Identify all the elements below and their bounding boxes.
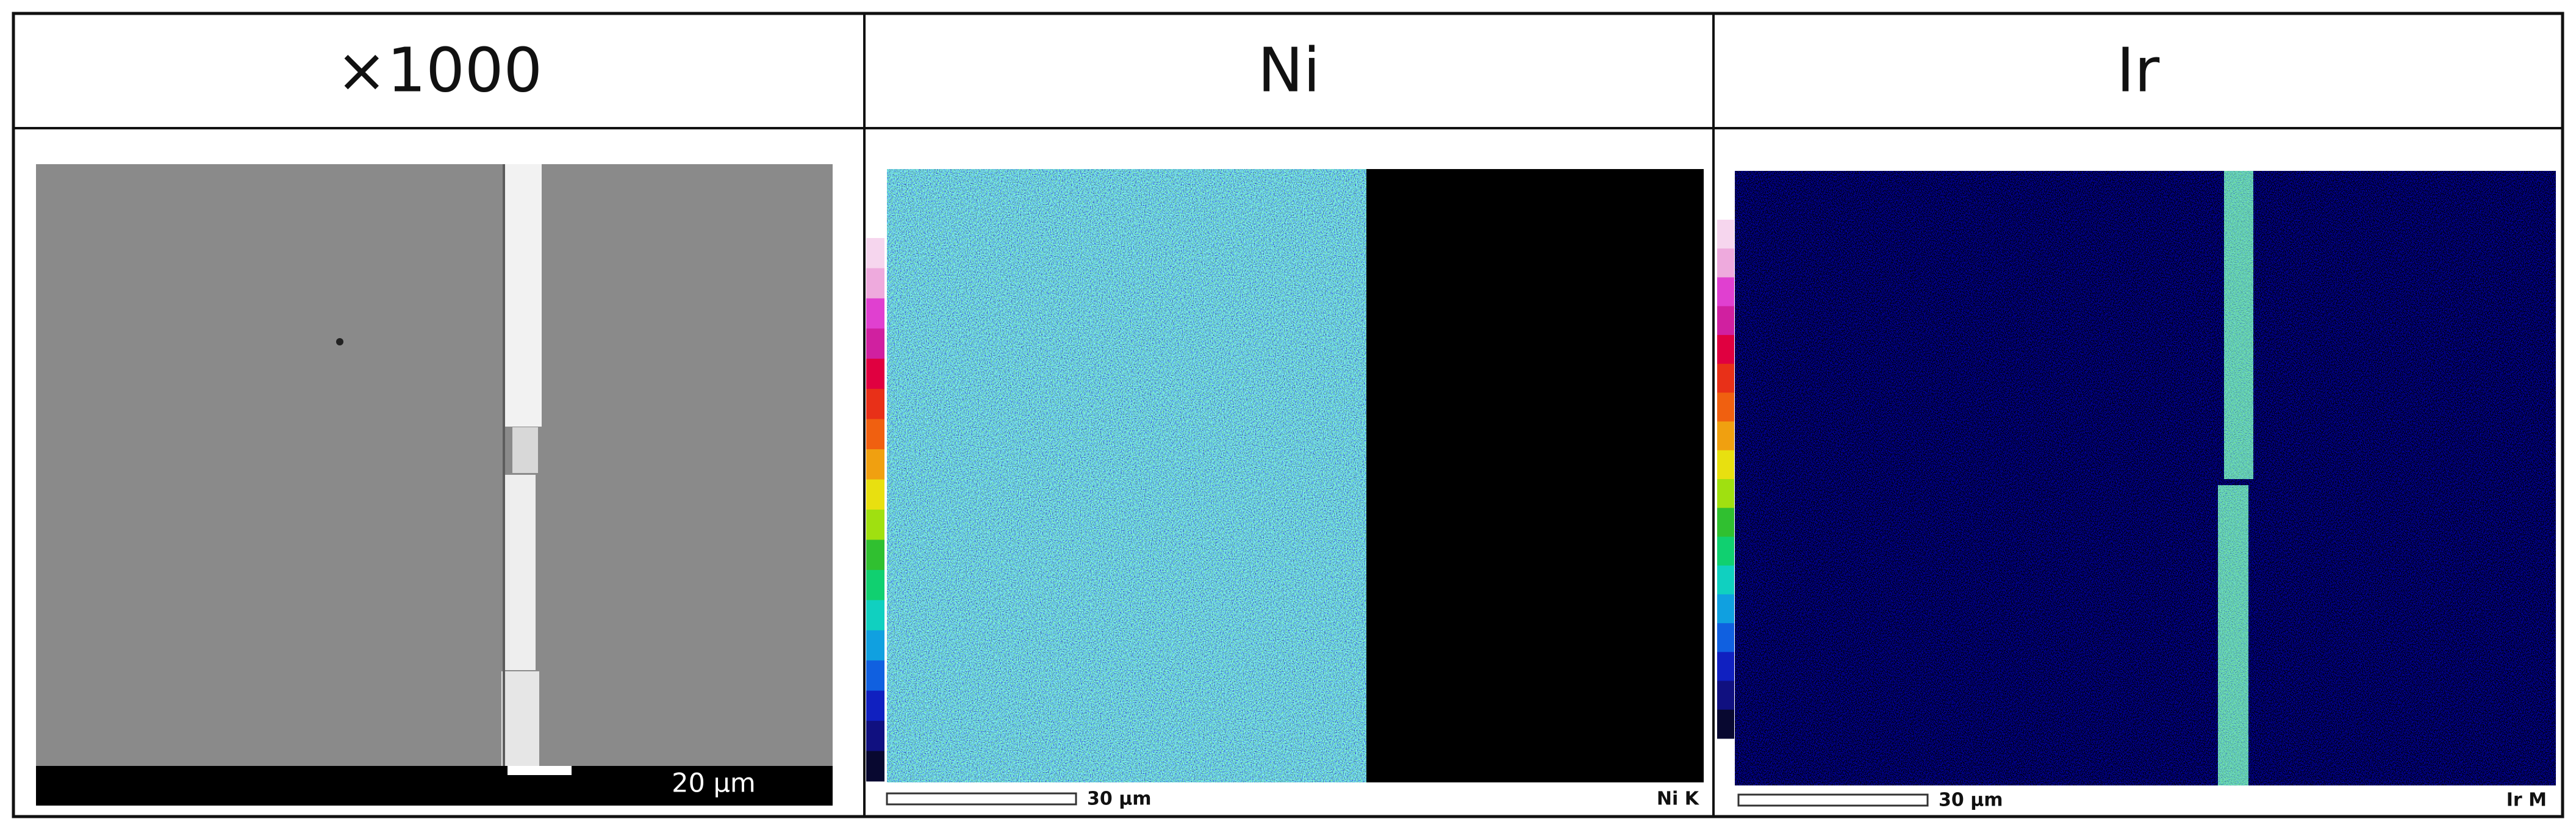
colorbar-step xyxy=(1717,334,1734,364)
colorbar-step xyxy=(1717,508,1734,537)
header-label: ×1000 xyxy=(336,34,542,106)
colorbar-step xyxy=(1717,652,1734,682)
colorbar xyxy=(866,238,884,782)
colorbar-step xyxy=(1717,450,1734,480)
colorbar-step xyxy=(866,600,884,631)
scale-label: 20 μm xyxy=(672,768,756,799)
colorbar-step xyxy=(866,510,884,540)
scale-label: 30 μm xyxy=(1087,789,1152,810)
colorbar-step xyxy=(866,721,884,752)
colorbar-step xyxy=(866,660,884,691)
colorbar-step xyxy=(1717,479,1734,508)
colorbar-step xyxy=(1717,220,1734,249)
colorbar-step xyxy=(1717,709,1734,739)
colorbar-step xyxy=(1717,364,1734,393)
colorbar-step xyxy=(866,751,884,782)
scale-label: 30 μm xyxy=(1939,790,2003,811)
colorbar-step xyxy=(1717,421,1734,451)
colorbar-step xyxy=(866,449,884,480)
colorbar-step xyxy=(866,238,884,269)
colorbar-step xyxy=(866,328,884,359)
table-border xyxy=(12,12,2564,818)
colorbar-step xyxy=(866,298,884,329)
colorbar-step xyxy=(866,569,884,601)
colorbar-step xyxy=(866,690,884,721)
colorbar-step xyxy=(1717,306,1734,336)
colorbar-step xyxy=(1717,565,1734,595)
header-label: Ni xyxy=(1258,34,1321,106)
colorbar-step xyxy=(1717,277,1734,307)
ni-map: 30 μm Ni K xyxy=(866,169,1704,810)
colorbar-step xyxy=(1717,536,1734,566)
header-label: Ir xyxy=(2117,34,2160,106)
colorbar-step xyxy=(1717,680,1734,710)
colorbar-step xyxy=(866,389,884,420)
colorbar-step xyxy=(1717,392,1734,422)
map-label: Ir M xyxy=(2506,790,2547,811)
sem-image: 20 μm xyxy=(36,164,833,806)
colorbar-step xyxy=(866,540,884,571)
ir-map: 30 μm Ir M xyxy=(1717,171,2556,811)
colorbar-step xyxy=(866,268,884,299)
colorbar-step xyxy=(866,630,884,661)
colorbar-step xyxy=(1717,248,1734,278)
colorbar-step xyxy=(1717,594,1734,624)
colorbar-step xyxy=(1717,623,1734,652)
colorbar xyxy=(1717,220,1734,739)
map-label: Ni K xyxy=(1657,789,1700,810)
colorbar-step xyxy=(866,479,884,510)
colorbar-step xyxy=(866,358,884,389)
colorbar-step xyxy=(866,419,884,450)
